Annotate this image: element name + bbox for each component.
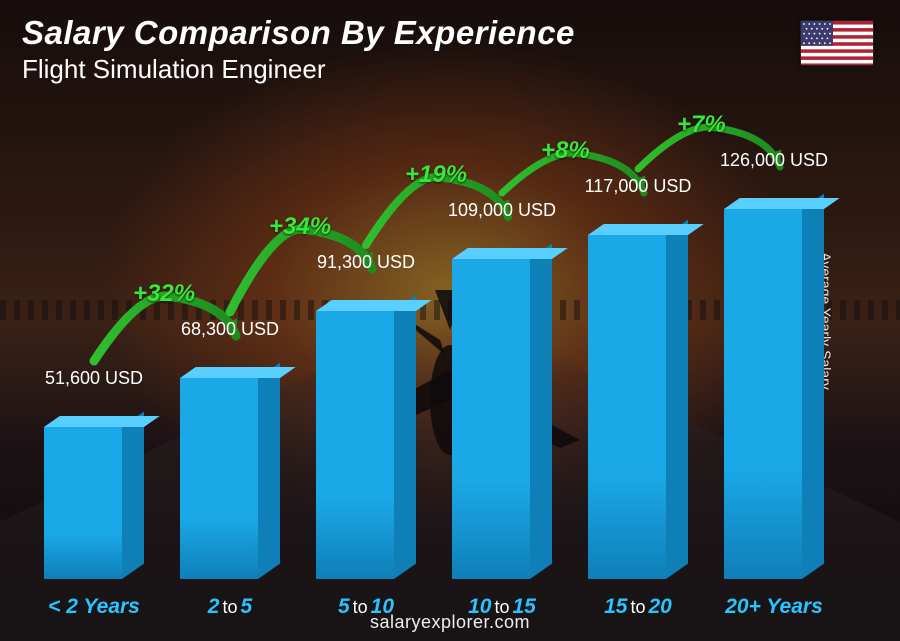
- bar-front: [724, 209, 802, 579]
- flag-us-icon: [801, 21, 874, 66]
- bar-side: [530, 244, 552, 579]
- bar-value-label: 126,000 USD: [714, 150, 834, 171]
- bar-front: [588, 235, 666, 579]
- bar: [452, 259, 552, 579]
- growth-pct-label: +19%: [405, 161, 467, 189]
- bar: [316, 311, 416, 579]
- bar-top: [724, 198, 840, 209]
- infographic-stage: Salary Comparison By Experience Flight S…: [0, 0, 900, 641]
- bar-slot: 126,000 USD20+ Years: [714, 149, 834, 579]
- bar-side: [666, 220, 688, 579]
- bar-top: [588, 224, 704, 235]
- bar-value-label: 109,000 USD: [442, 200, 562, 221]
- bar-slot: 117,000 USD15to20: [578, 175, 698, 579]
- bar-side: [802, 194, 824, 579]
- bar-top: [44, 416, 160, 427]
- bar: [180, 378, 280, 579]
- bar-value-label: 91,300 USD: [306, 252, 426, 273]
- bar-value-label: 68,300 USD: [170, 319, 290, 340]
- bar-front: [316, 311, 394, 579]
- bar: [44, 427, 144, 579]
- bar-slot: 91,300 USD5to10: [306, 251, 426, 579]
- chart-subtitle: Flight Simulation Engineer: [22, 54, 575, 85]
- growth-pct-label: +8%: [541, 137, 590, 165]
- bar-top: [316, 300, 432, 311]
- bar-front: [452, 259, 530, 579]
- footer-attribution: salaryexplorer.com: [0, 612, 900, 633]
- bar-front: [44, 427, 122, 579]
- bar-side: [394, 296, 416, 579]
- bar-top: [452, 248, 568, 259]
- bar: [724, 209, 824, 579]
- bar-front: [180, 378, 258, 579]
- bar-value-label: 51,600 USD: [34, 368, 154, 389]
- bar-top: [180, 367, 296, 378]
- growth-pct-label: +32%: [133, 280, 195, 308]
- bar-value-label: 117,000 USD: [578, 176, 698, 197]
- bar-side: [122, 412, 144, 579]
- bar-chart: 51,600 USD< 2 Years68,300 USD2to591,300 …: [34, 99, 854, 579]
- growth-pct-label: +7%: [677, 111, 726, 139]
- bar-slot: 51,600 USD< 2 Years: [34, 367, 154, 579]
- bar-slot: 109,000 USD10to15: [442, 199, 562, 579]
- title-block: Salary Comparison By Experience Flight S…: [22, 14, 575, 85]
- chart-title: Salary Comparison By Experience: [22, 14, 575, 52]
- bar-slot: 68,300 USD2to5: [170, 318, 290, 579]
- growth-pct-label: +34%: [269, 213, 331, 241]
- flag-us: [800, 20, 874, 66]
- bar-side: [258, 363, 280, 579]
- bar: [588, 235, 688, 579]
